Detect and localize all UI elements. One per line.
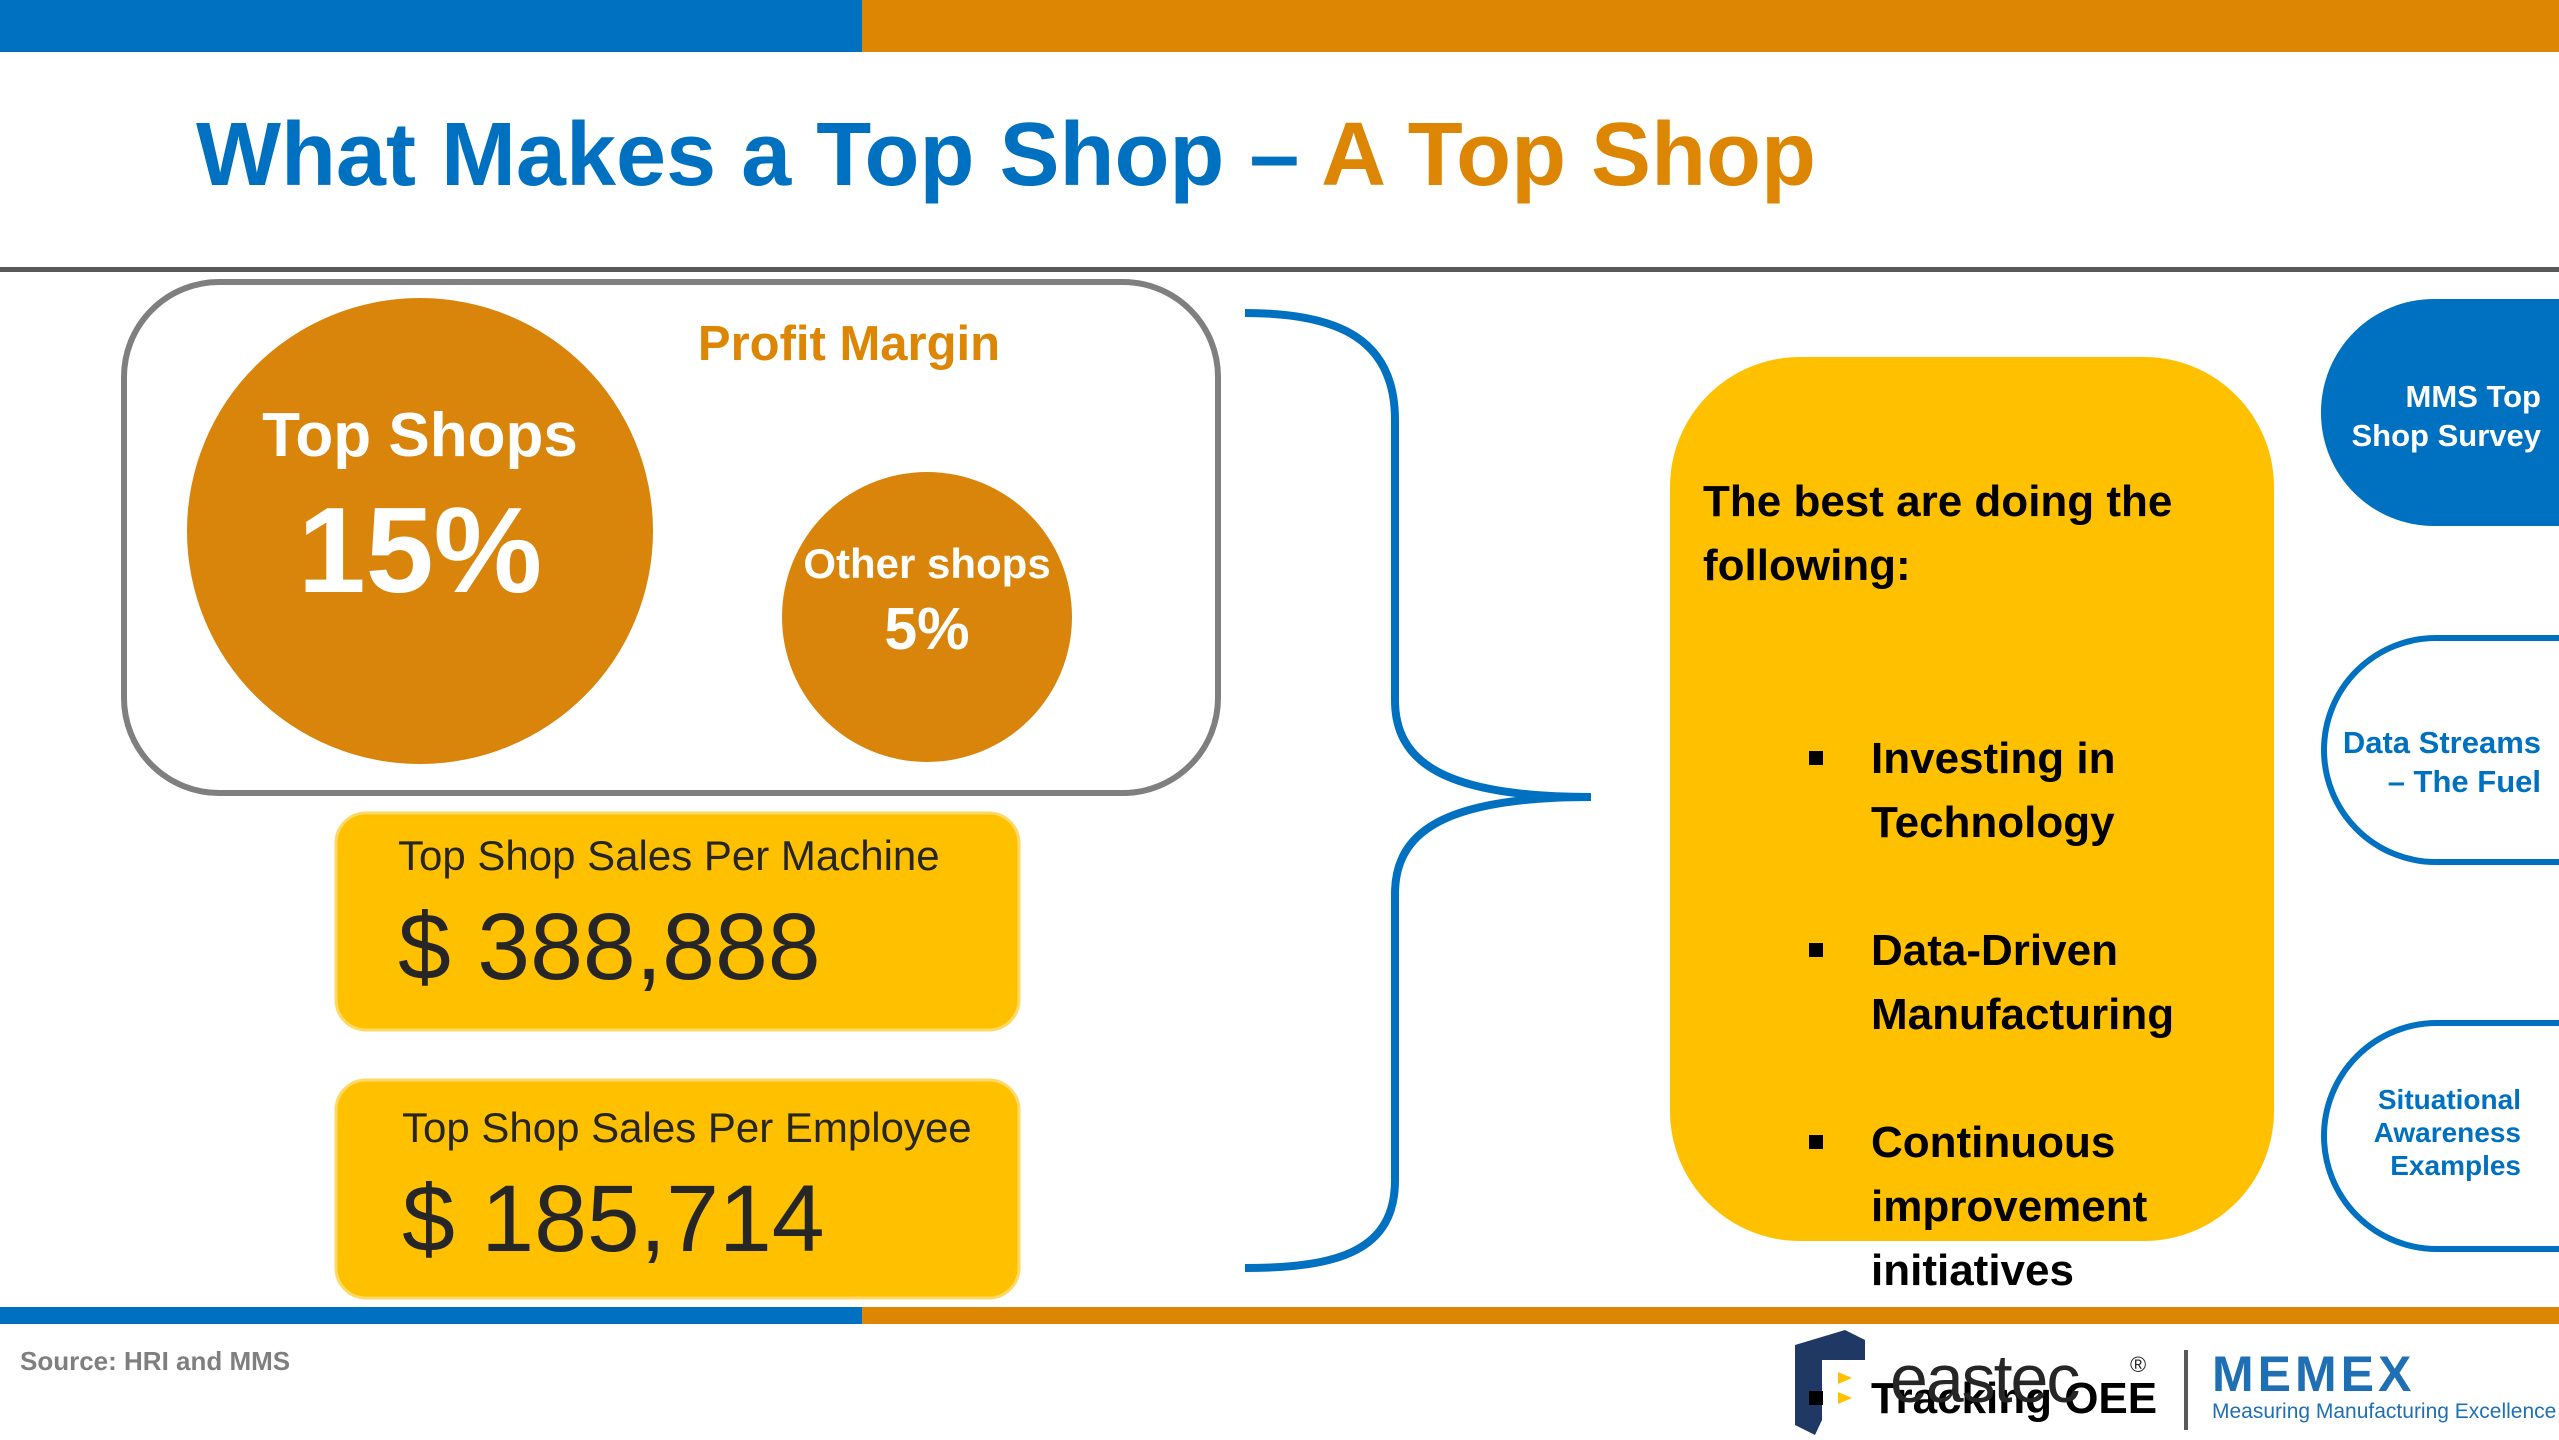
title-rule — [0, 267, 2559, 272]
practice-item: Investing in Technology — [1808, 727, 2174, 855]
logo-memex: MEMEX — [2212, 1346, 2416, 1402]
practice-item: Tracking OEE — [1808, 1367, 2174, 1431]
logo-registered: ® — [2130, 1352, 2147, 1377]
title-part: What Makes a Top Shop – — [196, 105, 1322, 205]
sales-label: Top Shop Sales Per Employee — [402, 1104, 972, 1151]
sales-value: $ 388,888 — [398, 894, 821, 1000]
title-part: A Top Shop — [1321, 105, 1817, 205]
title: What Makes a Top Shop – A Top Shop — [196, 100, 1816, 210]
other-shops-value: 5% — [884, 596, 970, 662]
profit-box — [121, 279, 1221, 796]
practices-box — [1670, 357, 2274, 1241]
sales-label: Top Shop Sales Per Machine — [398, 832, 940, 879]
top-shops-label: Top Shops — [262, 401, 578, 470]
source: Source: HRI and MMS — [20, 1346, 291, 1376]
eastec-icon — [1795, 1330, 1865, 1435]
other-shops-label: Other shops — [803, 540, 1051, 587]
side-tab — [2321, 635, 2559, 865]
top-bar-orange — [862, 0, 2559, 52]
sales-box — [334, 1078, 1021, 1300]
side-tab — [2321, 1020, 2559, 1252]
practices-list: Investing in Technology Data-Driven Manu… — [1808, 663, 2174, 1440]
profit-title: Profit Margin — [697, 317, 1001, 371]
side-tab-label[interactable]: MMS Top Shop Survey — [2351, 379, 2542, 453]
bottom-bar-blue — [0, 1307, 862, 1324]
logo-divider — [2184, 1350, 2188, 1430]
other-shops-circle — [782, 472, 1072, 762]
brace — [1244, 309, 1592, 1272]
logo-eastec: eastec — [1890, 1341, 2080, 1417]
practice-item: Continuous improvement initiatives — [1808, 1111, 2174, 1303]
bottom-bar-orange — [862, 1307, 2559, 1324]
side-tab — [2321, 299, 2559, 526]
top-shops-circle — [187, 298, 653, 764]
practices-heading: The best are doing the following: — [1703, 477, 2173, 590]
sales-box — [334, 811, 1021, 1032]
logo-tagline: Measuring Manufacturing Excellence — [2212, 1400, 2557, 1423]
top-bar-blue — [0, 0, 862, 52]
practice-item: Data-Driven Manufacturing — [1808, 919, 2174, 1047]
sales-value: $ 185,714 — [402, 1166, 825, 1272]
side-tab-label[interactable]: Situational Awareness Examples — [2373, 1084, 2521, 1181]
side-tab-label[interactable]: Data Streams – The Fuel — [2342, 725, 2541, 799]
top-shops-value: 15% — [297, 482, 543, 618]
